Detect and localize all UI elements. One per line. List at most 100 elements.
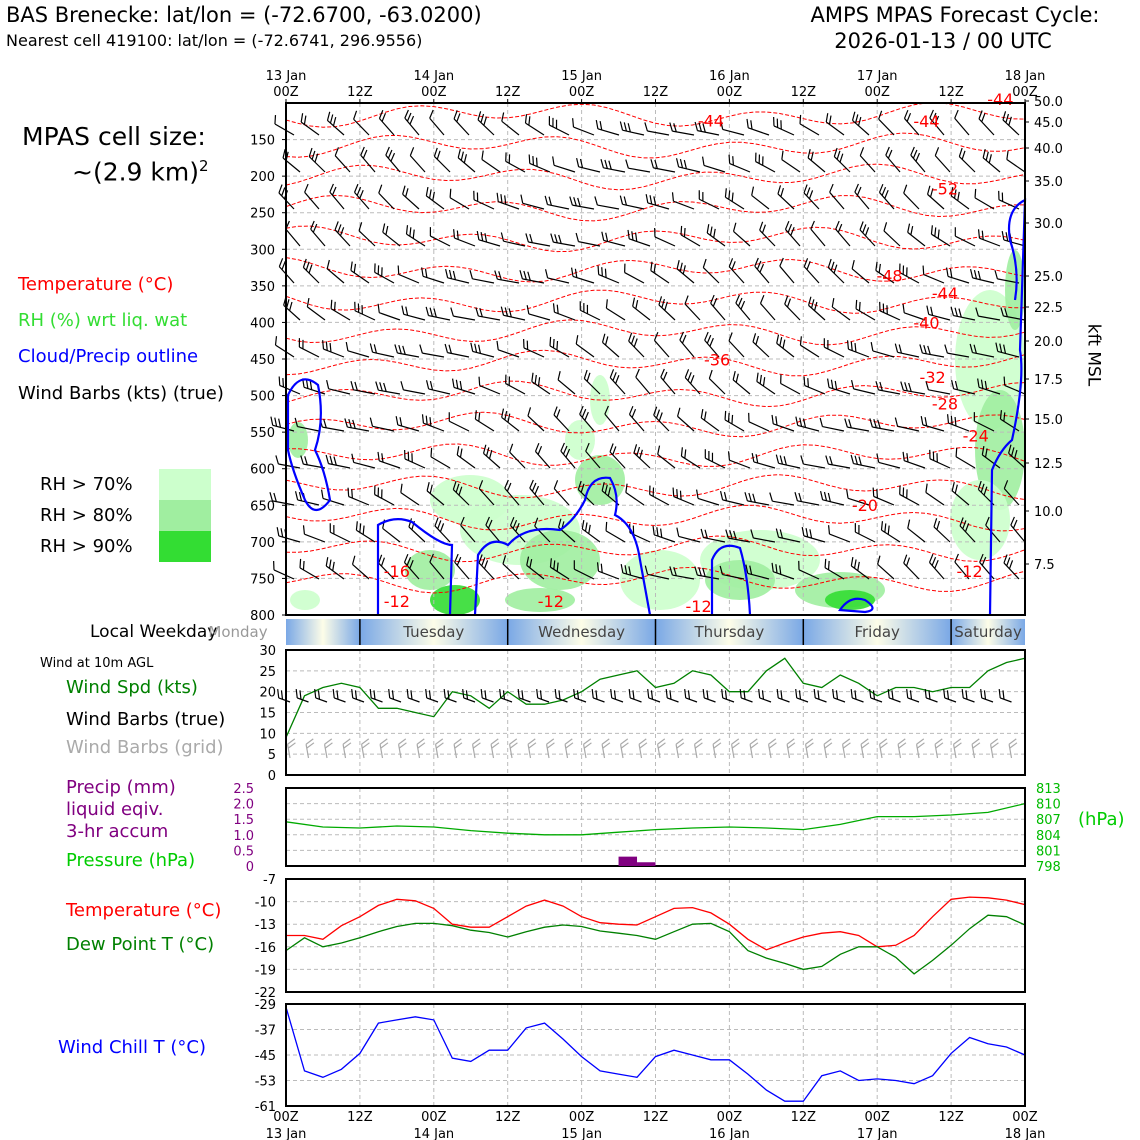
grid-wind-barb	[786, 738, 796, 759]
wind-barb	[434, 517, 451, 543]
wind-barb	[807, 149, 826, 173]
barb-shaft	[426, 195, 445, 210]
barb-feather	[733, 530, 737, 540]
barb-shaft	[653, 167, 676, 173]
barb-feather	[704, 331, 709, 341]
barb-feather	[343, 742, 352, 749]
barb-feather	[873, 418, 877, 428]
wind-spd-label: Wind Spd (kts)	[66, 677, 198, 698]
barb-feather	[658, 412, 663, 422]
wind-barb	[601, 333, 620, 358]
legend-rh70-label: RH > 70%	[40, 474, 133, 495]
barb-shaft	[305, 744, 310, 759]
barb-feather	[925, 381, 929, 390]
barb-feather	[537, 445, 543, 455]
barb-feather	[694, 121, 699, 131]
barb-feather	[798, 492, 802, 502]
barb-shaft	[554, 311, 576, 321]
surface-wind-barb	[406, 688, 420, 703]
barb-feather	[459, 448, 463, 458]
barb-feather	[931, 556, 937, 566]
barb-feather	[981, 230, 984, 240]
barb-feather	[833, 147, 838, 157]
barb-feather	[1004, 307, 1008, 317]
barb-feather	[310, 220, 315, 230]
barb-feather	[877, 555, 881, 565]
surface-wind-barb	[332, 688, 346, 703]
barb-shaft	[356, 529, 376, 543]
barb-feather	[645, 194, 649, 204]
barb-shaft	[382, 231, 401, 247]
barb-feather	[805, 528, 809, 538]
temperature-label: Temperature (°C)	[66, 900, 222, 921]
barb-feather	[353, 183, 359, 193]
wind-barb	[397, 265, 420, 284]
wind-barb	[544, 195, 570, 210]
barb-feather	[819, 417, 824, 427]
barb-feather	[706, 334, 712, 344]
barb-shaft	[797, 424, 820, 432]
barb-shaft	[654, 236, 676, 247]
barb-shaft	[704, 697, 716, 703]
barb-feather	[483, 560, 489, 569]
pressure-tick-label: 250	[250, 207, 275, 222]
barb-feather	[658, 296, 663, 306]
barb-shaft	[447, 277, 470, 284]
barb-feather	[401, 305, 405, 315]
barb-feather	[452, 480, 457, 490]
barb-feather	[429, 307, 433, 317]
barb-shaft	[408, 697, 420, 703]
barb-feather	[779, 529, 784, 539]
wind-barb	[405, 225, 426, 247]
barb-feather	[374, 485, 376, 495]
surface-wind-barb	[684, 688, 698, 703]
barb-feather	[294, 417, 299, 427]
surface-wind-barb	[517, 688, 531, 703]
top-hour-label: 12Z	[495, 85, 521, 100]
barb-feather	[803, 184, 808, 194]
wind-barb	[751, 453, 776, 469]
barb-feather	[574, 268, 578, 278]
wind-barb	[823, 338, 845, 358]
wind-barb	[450, 307, 476, 321]
barb-feather	[635, 368, 640, 378]
barb-shaft	[672, 130, 695, 136]
barb-feather	[527, 738, 536, 745]
barb-feather	[443, 688, 446, 698]
barb-feather	[581, 520, 585, 530]
barb-feather	[929, 188, 934, 198]
barb-feather	[299, 690, 302, 700]
barb-shaft	[923, 273, 945, 284]
barb-feather	[657, 445, 661, 455]
barb-shaft	[872, 350, 895, 358]
barb-feather	[600, 159, 604, 168]
barb-feather	[498, 271, 502, 281]
wind-barb	[995, 342, 1020, 358]
wind-barb	[694, 566, 720, 580]
wind-barb	[950, 187, 970, 210]
wind-barb	[404, 449, 426, 469]
barb-shaft	[605, 530, 626, 543]
barb-feather	[583, 369, 588, 379]
barb-shaft	[678, 166, 701, 173]
wind-barb	[382, 223, 401, 247]
barb-feather	[754, 257, 759, 267]
barb-feather	[295, 688, 298, 698]
barb-shaft	[963, 697, 975, 703]
barb-feather	[406, 112, 412, 122]
barb-feather	[759, 263, 765, 273]
barb-feather	[972, 742, 981, 749]
barb-feather	[351, 688, 354, 698]
barb-feather	[916, 742, 925, 749]
panel-y-tick-label: 10	[259, 727, 276, 742]
barb-feather	[731, 261, 736, 270]
barb-feather	[375, 381, 379, 391]
wind-barb	[470, 342, 495, 358]
wind-barb	[504, 479, 520, 506]
barb-feather	[607, 487, 611, 497]
barb-feather	[934, 227, 937, 237]
legend-rh: RH (%) wrt liq. wat	[18, 310, 188, 331]
barb-feather	[844, 418, 848, 428]
barb-feather	[631, 231, 634, 241]
